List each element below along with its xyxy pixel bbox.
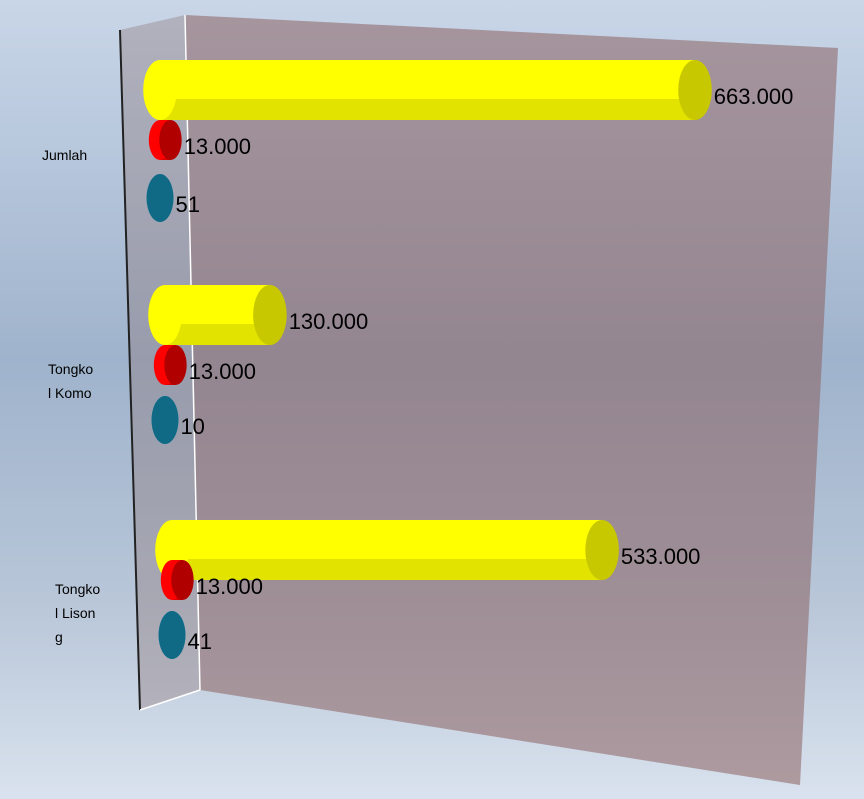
data-label: 130.000 — [289, 309, 369, 334]
bar — [146, 174, 174, 222]
axis-line — [119, 29, 141, 711]
data-label: 13.000 — [196, 574, 263, 599]
category-label: Jumlah — [42, 147, 88, 163]
data-label: 10 — [180, 414, 204, 439]
bar-end-cap — [164, 345, 187, 385]
bar-start-cap — [143, 60, 177, 120]
bar-end-cap — [585, 520, 619, 580]
bar — [160, 560, 194, 600]
bar-start-cap — [148, 285, 182, 345]
back-wall — [185, 15, 838, 785]
bar — [155, 520, 619, 580]
data-label: 533.000 — [621, 544, 701, 569]
data-label: 13.000 — [189, 359, 256, 384]
bar-end-cap — [253, 285, 287, 345]
bar — [153, 345, 187, 385]
bar-shade — [172, 559, 603, 580]
bar-end-cap — [171, 560, 194, 600]
bar — [158, 611, 186, 659]
bar — [148, 120, 182, 160]
bar-end-cap — [159, 120, 182, 160]
bar-end-cap — [151, 396, 179, 444]
category-label: Tongkol Komo — [48, 361, 94, 401]
data-label: 41 — [187, 629, 211, 654]
bar — [148, 285, 287, 345]
bar — [151, 396, 179, 444]
wall-edge — [139, 689, 201, 711]
bar-shade — [160, 99, 695, 120]
data-label: 51 — [175, 192, 199, 217]
bar — [143, 60, 712, 120]
bar-shade — [165, 324, 270, 345]
data-label: 663.000 — [714, 84, 794, 109]
bar-end-cap — [678, 60, 712, 120]
data-label: 13.000 — [184, 134, 251, 159]
bar-end-cap — [146, 174, 174, 222]
bar-end-cap — [158, 611, 186, 659]
category-label: Tongkol Lisong — [55, 581, 101, 645]
